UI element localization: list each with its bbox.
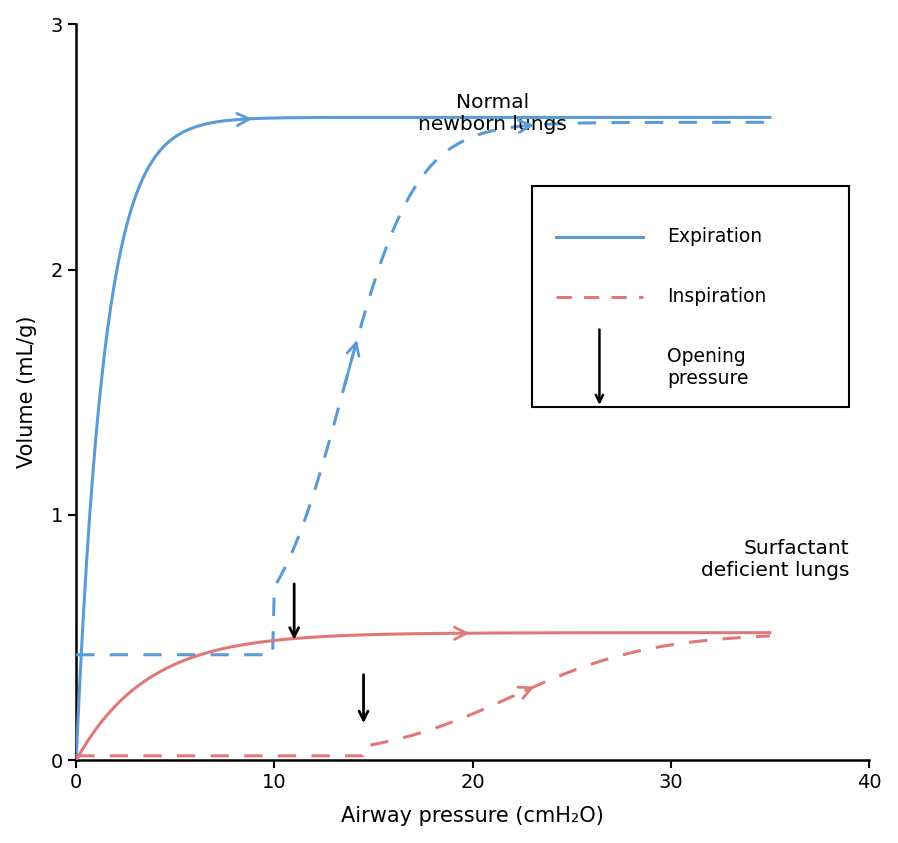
FancyBboxPatch shape	[532, 186, 850, 407]
Text: Normal
newborn lungs: Normal newborn lungs	[418, 93, 567, 134]
Text: Inspiration: Inspiration	[667, 287, 766, 306]
Text: Opening
pressure: Opening pressure	[667, 346, 748, 388]
Text: Expiration: Expiration	[667, 228, 762, 246]
Y-axis label: Volume (mL/g): Volume (mL/g)	[17, 316, 37, 469]
Text: Surfactant
deficient lungs: Surfactant deficient lungs	[700, 540, 850, 581]
X-axis label: Airway pressure (cmH₂O): Airway pressure (cmH₂O)	[341, 807, 604, 826]
